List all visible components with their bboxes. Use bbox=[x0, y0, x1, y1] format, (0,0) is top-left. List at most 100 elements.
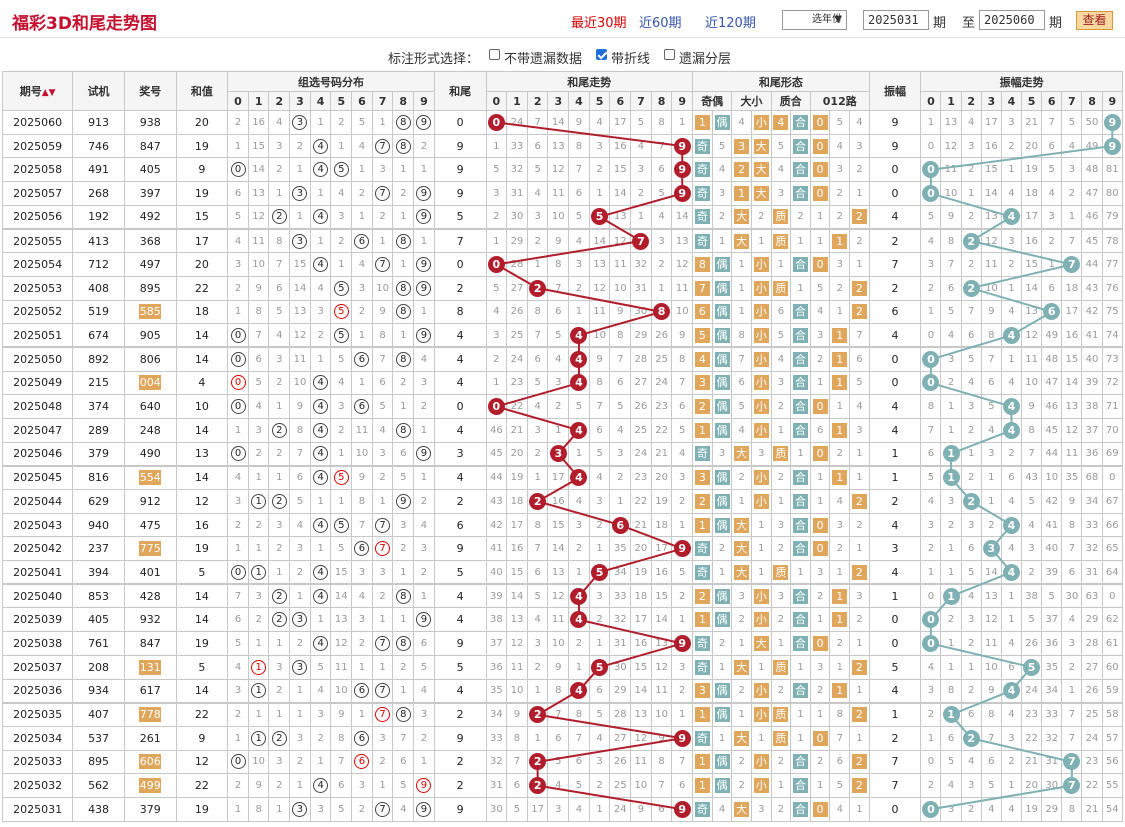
trend-cell: 0 bbox=[485, 252, 508, 277]
amptrend-cell: 12 bbox=[1061, 417, 1083, 443]
year-select[interactable]: 选年份 ▼ bbox=[782, 10, 847, 30]
trend-miss: 37 bbox=[489, 637, 503, 649]
table-row: 2025048 374 640 10 0 4 1 9 4 3 6 5 1 2 0 0 22 4 2 5 7 5 26 23 6 2… bbox=[1, 394, 1124, 419]
page-title: 福彩3D和尾走势图 bbox=[12, 14, 157, 34]
col-period[interactable]: 期号▲▼ bbox=[1, 71, 74, 111]
dist-value: 4 bbox=[313, 399, 329, 415]
query-button[interactable]: 查看 bbox=[1076, 11, 1113, 30]
trend-cell: 43 bbox=[485, 489, 508, 514]
sum-cell-value: 17 bbox=[194, 234, 209, 248]
dist-cell: 8 bbox=[392, 631, 415, 656]
trend-table: 期号▲▼ 试机 奖号 和值 组选号码分布 和尾 和尾走势 和尾形态 振幅 振幅走… bbox=[1, 71, 1124, 822]
dist-value: 9 bbox=[416, 209, 432, 225]
trend-miss: 23 bbox=[655, 401, 668, 413]
to-period-input[interactable]: 2025060 bbox=[979, 10, 1045, 30]
form-value: 5 bbox=[777, 329, 785, 341]
form-value: 4 bbox=[718, 803, 726, 815]
amp-miss: 1 bbox=[947, 637, 955, 649]
tab-recent-30[interactable]: 最近30期 bbox=[571, 16, 627, 31]
checkbox-miss-layer[interactable] bbox=[664, 49, 675, 60]
prize-cell: 938 bbox=[123, 110, 177, 135]
form-cell: 1 bbox=[849, 464, 870, 490]
form-value: 合 bbox=[793, 517, 808, 533]
form-cell: 合 bbox=[790, 464, 811, 490]
amp-miss: 77 bbox=[1105, 258, 1119, 270]
amp-miss: 7 bbox=[988, 353, 995, 365]
sort-icon[interactable]: ▲▼ bbox=[41, 88, 56, 98]
form-value: 5 bbox=[694, 327, 710, 343]
trend-miss: 43 bbox=[489, 495, 503, 507]
form-cell: 7 bbox=[829, 725, 851, 751]
period-cell-value: 2025055 bbox=[13, 234, 63, 248]
trend-cell: 19 bbox=[506, 464, 528, 490]
prize-cell-value: 368 bbox=[139, 234, 161, 248]
col-period-label: 期号 bbox=[19, 85, 42, 98]
amptrend-cell: 1 bbox=[960, 654, 982, 680]
form-value: 8 bbox=[738, 329, 745, 341]
dist-value: 8 bbox=[296, 424, 304, 436]
form-value: 质 bbox=[773, 233, 789, 249]
tail-ball: 4 bbox=[570, 421, 588, 439]
tab-recent-120[interactable]: 近120期 bbox=[705, 16, 756, 31]
amptrend-cell: 13 bbox=[980, 204, 1002, 230]
form-value: 1 bbox=[816, 377, 824, 389]
trend-miss: 2 bbox=[658, 258, 665, 270]
amptrend-cell: 2 bbox=[960, 417, 982, 443]
form-value: 4 bbox=[773, 114, 789, 130]
amp-cell: 4 bbox=[868, 417, 922, 443]
amptrend-cell: 1 bbox=[940, 701, 962, 727]
period-cell-value: 2025039 bbox=[13, 613, 63, 627]
trend-miss: 1 bbox=[493, 140, 500, 152]
amp-miss: 12 bbox=[1025, 329, 1038, 341]
form-value: 6 bbox=[816, 424, 824, 436]
amp-miss: 4 bbox=[967, 756, 975, 768]
amptrend-cell: 7 bbox=[980, 725, 1002, 751]
amp-cell: 0 bbox=[868, 346, 922, 372]
trend-digit-header: 9 bbox=[671, 91, 694, 111]
form-value: 1 bbox=[777, 424, 785, 436]
trend-miss: 1 bbox=[637, 211, 645, 223]
amptrend-cell: 6 bbox=[1041, 299, 1063, 325]
prize-cell: 585 bbox=[123, 299, 177, 325]
col-dist: 组选号码分布 bbox=[227, 71, 435, 92]
form-cell: 7 bbox=[731, 346, 752, 372]
col-form: 和尾形态 bbox=[692, 71, 870, 92]
dist-cell: 1 bbox=[227, 299, 249, 325]
trend-miss: 24 bbox=[613, 803, 627, 815]
trend-miss: 12 bbox=[593, 282, 606, 294]
trend-miss: 17 bbox=[655, 543, 668, 555]
form-cell: 1 bbox=[731, 631, 752, 656]
period-cell-value: 2025054 bbox=[13, 257, 63, 271]
amptrend-cell: 1 bbox=[940, 441, 962, 467]
table-row: 2025052 519 585 18 1 8 5 13 3 5 2 9 8 1 8 4 26 8 6 1 11 9 30 8 1… bbox=[1, 299, 1124, 325]
trend-cell: 2 bbox=[609, 464, 632, 490]
trend-cell: 8 bbox=[671, 346, 694, 372]
dist-value: 2 bbox=[276, 448, 283, 460]
trend-miss: 3 bbox=[617, 448, 624, 460]
sum-cell: 22 bbox=[175, 701, 229, 727]
amp-miss: 4 bbox=[1028, 519, 1035, 531]
form-value: 1 bbox=[718, 661, 726, 673]
form-cell: 4 bbox=[770, 157, 792, 183]
checkbox-no-miss[interactable] bbox=[489, 49, 500, 60]
amptrend-cell: 68 bbox=[1081, 464, 1103, 490]
tab-recent-60[interactable]: 近60期 bbox=[639, 16, 682, 31]
amp-ball: 1 bbox=[942, 587, 960, 605]
amptrend-cell: 3 bbox=[960, 607, 982, 633]
form-cell: 5 bbox=[770, 133, 792, 159]
amp-miss: 1 bbox=[1008, 590, 1015, 602]
trend-cell: 6 bbox=[671, 773, 694, 798]
from-period-input[interactable]: 2025031 bbox=[863, 10, 929, 30]
dist-value: 5 bbox=[317, 661, 324, 673]
form-prime-header: 质合 bbox=[770, 91, 811, 111]
trend-miss: 12 bbox=[613, 235, 627, 247]
dist-cell: 5 bbox=[330, 275, 353, 301]
dist-cell: 1 bbox=[413, 749, 435, 775]
amp-digit-header: 1 bbox=[940, 91, 962, 111]
trend-miss: 1 bbox=[575, 661, 583, 673]
amp-miss: 74 bbox=[1105, 329, 1119, 341]
form-cell: 偶 bbox=[711, 346, 733, 372]
checkbox-polyline[interactable] bbox=[596, 49, 607, 60]
dist-value: 1 bbox=[379, 614, 386, 626]
amp-digit-header: 5 bbox=[1021, 91, 1043, 111]
